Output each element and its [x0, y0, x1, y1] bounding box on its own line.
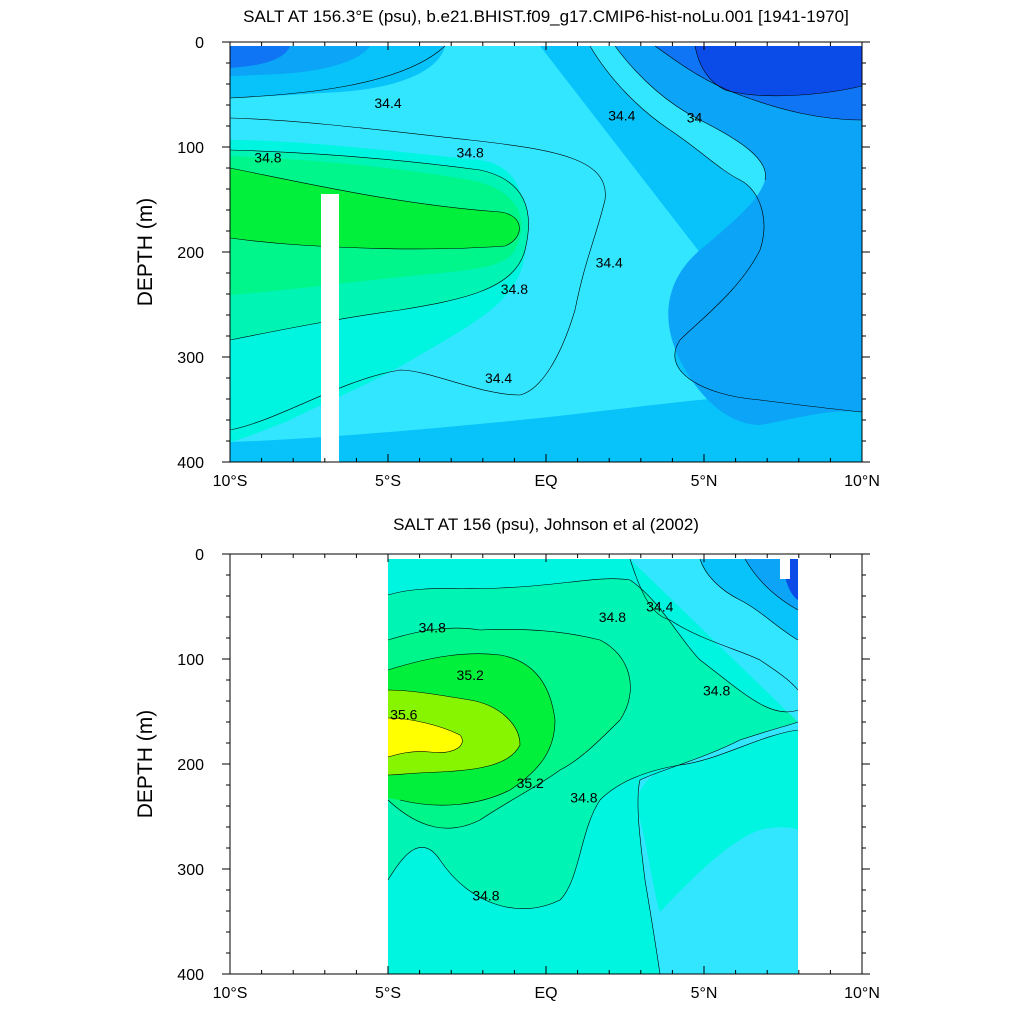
- contour-label: 34.4: [374, 95, 401, 111]
- x-tick-label: 5°S: [375, 985, 401, 1002]
- contour-label: 34.4: [608, 108, 635, 124]
- x-tick-label: 10°N: [844, 985, 880, 1002]
- contour-label: 34.8: [254, 150, 281, 166]
- bottom-y-axis: 0 100 200 300 400: [177, 547, 870, 984]
- bottom-contour-line: [387, 578, 799, 713]
- y-tick-label: 100: [177, 652, 204, 669]
- contour-label: 35.6: [390, 707, 417, 723]
- contour-label: 34.8: [570, 790, 597, 806]
- bottom-chart-title: SALT AT 156 (psu), Johnson et al (2002): [393, 515, 699, 534]
- contour-label: 35.2: [457, 667, 484, 683]
- y-tick-label: 200: [177, 757, 204, 774]
- x-tick-label: EQ: [534, 985, 557, 1002]
- x-tick-label: EQ: [534, 473, 557, 490]
- x-tick-label: 10°S: [213, 473, 248, 490]
- contour-label: 34.8: [599, 609, 626, 625]
- x-tick-label: 10°N: [844, 473, 880, 490]
- top-contour-line: [230, 149, 529, 341]
- top-contour-line: [614, 45, 766, 181]
- top-region-north-midblue: [615, 46, 862, 425]
- y-tick-label: 0: [195, 547, 204, 564]
- contour-label: 34.8: [419, 620, 446, 636]
- bottom-contour-line: [629, 558, 799, 691]
- bottom-contour-labels: 34.8 34.8 34.4 35.2 35.6 34.8 35.2 34.8 34.8: [390, 599, 730, 904]
- bottom-contour-line: [387, 627, 631, 829]
- bottom-contour-line: [387, 689, 521, 776]
- y-tick-label: 200: [177, 245, 204, 262]
- y-tick-label: 0: [195, 35, 204, 52]
- y-tick-label: 300: [177, 862, 204, 879]
- top-contour-line: [230, 45, 446, 99]
- bottom-contour-line: [637, 721, 799, 974]
- top-chart-title: SALT AT 156.3°E (psu), b.e21.BHIST.f09_g…: [243, 7, 849, 26]
- contour-label: 34: [687, 110, 703, 126]
- bottom-y-axis-title: DEPTH (m): [134, 710, 157, 819]
- contour-label: 34.8: [501, 281, 528, 297]
- y-tick-label: 300: [177, 350, 204, 367]
- top-panel: SALT AT 156.3°E (psu), b.e21.BHIST.f09_g…: [134, 7, 880, 490]
- contour-label: 34.4: [646, 599, 673, 615]
- top-contour-line: [694, 45, 862, 97]
- top-missing-data-column: [321, 194, 339, 462]
- bottom-contour-line: [744, 558, 799, 611]
- x-tick-label: 5°S: [375, 473, 401, 490]
- top-contour-labels: 34.4 34.4 34 34.8 34.8 34.4 34.8 34.4: [254, 95, 702, 386]
- y-tick-label: 100: [177, 140, 204, 157]
- contour-label: 34.4: [485, 370, 512, 386]
- bottom-missing-data-gap: [780, 559, 790, 579]
- y-tick-label: 400: [177, 455, 204, 472]
- bottom-region-north-cyan: [630, 559, 798, 974]
- y-tick-label: 400: [177, 967, 204, 984]
- top-contour-line: [654, 45, 862, 121]
- top-y-axis: 0 100 200 300 400: [177, 35, 870, 472]
- bottom-contour-line: [387, 717, 463, 758]
- top-contour-line: [230, 117, 606, 431]
- bottom-contour-line: [387, 729, 799, 909]
- bottom-x-axis: 10°S 5°S EQ 5°N 10°N: [213, 554, 880, 1002]
- bottom-region-yellow: [388, 718, 463, 757]
- top-contour-line: [230, 167, 520, 250]
- top-contour-field: [230, 45, 862, 462]
- top-x-axis: 10°S 5°S EQ 5°N 10°N: [213, 42, 880, 490]
- contour-label: 35.2: [517, 775, 544, 791]
- contour-label: 34.4: [596, 255, 623, 271]
- contour-label: 34.8: [703, 683, 730, 699]
- x-tick-label: 5°N: [691, 473, 718, 490]
- bottom-contour-line: [387, 653, 556, 806]
- x-tick-label: 5°N: [691, 985, 718, 1002]
- top-y-axis-title: DEPTH (m): [134, 198, 157, 307]
- top-contour-line: [589, 45, 862, 413]
- bottom-contour-field: [387, 558, 799, 974]
- x-tick-label: 10°S: [213, 985, 248, 1002]
- top-region-north-deepblue: [695, 46, 862, 96]
- contour-label: 34.8: [472, 887, 499, 903]
- top-region-surface-blue-left: [230, 46, 290, 68]
- bottom-contour-line: [699, 558, 799, 641]
- top-region-brightgreen: [230, 168, 520, 249]
- contour-label: 34.8: [457, 144, 484, 160]
- bottom-panel: SALT AT 156 (psu), Johnson et al (2002): [134, 515, 880, 1002]
